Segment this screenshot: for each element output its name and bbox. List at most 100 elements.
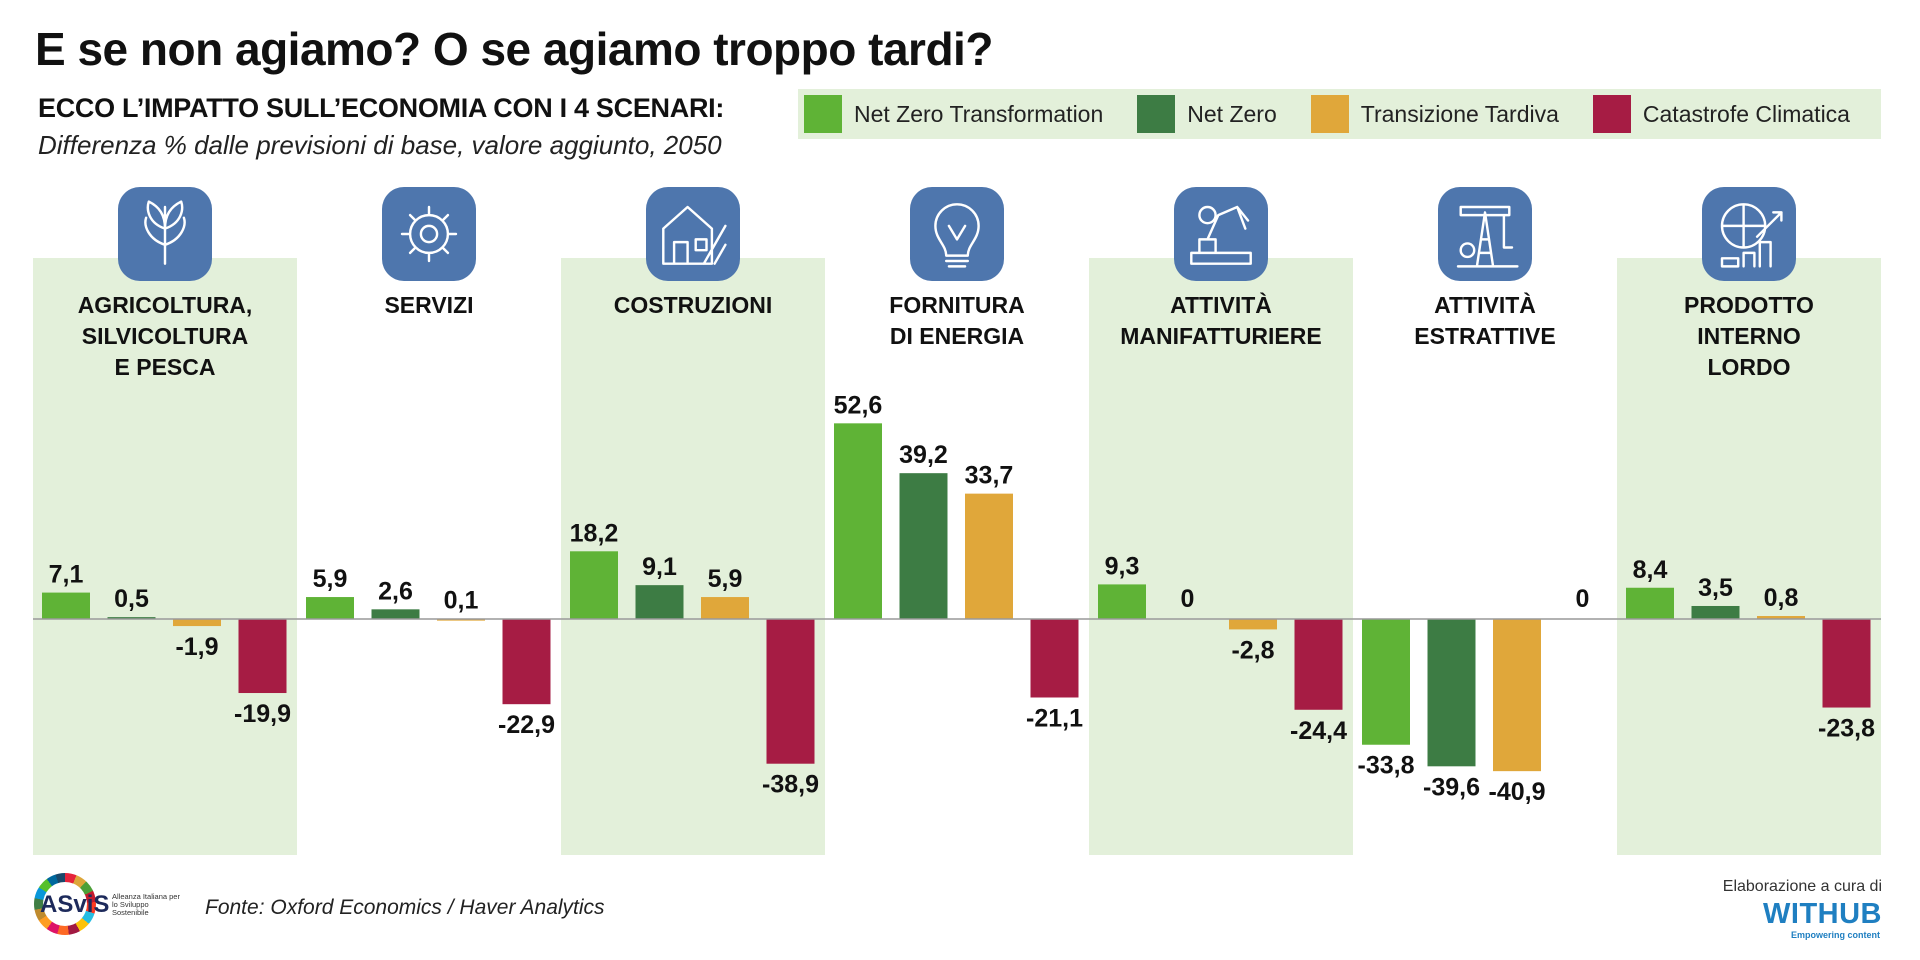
robot-arm-icon bbox=[1174, 187, 1268, 281]
icon-background bbox=[646, 187, 740, 281]
legend-label: Net Zero bbox=[1187, 100, 1277, 127]
bar bbox=[635, 585, 684, 619]
category-label: INTERNO bbox=[1697, 323, 1801, 349]
lightbulb-icon-glyph bbox=[934, 203, 980, 268]
legend-item-catastrofe-climatica: Catastrofe Climatica bbox=[1592, 95, 1850, 133]
data-label: -2,8 bbox=[1231, 636, 1274, 664]
data-label: -23,8 bbox=[1818, 715, 1875, 743]
category-label: PRODOTTO bbox=[1684, 292, 1814, 318]
category-panel bbox=[33, 258, 297, 855]
legend-swatch bbox=[1137, 95, 1176, 133]
source-note: Fonte: Oxford Economics / Haver Analytic… bbox=[205, 896, 605, 919]
category-label: E PESCA bbox=[115, 354, 216, 380]
sdg-ring-icon bbox=[34, 873, 96, 935]
data-label: 52,6 bbox=[834, 391, 883, 419]
bar bbox=[1362, 619, 1410, 745]
gear-icon bbox=[382, 187, 476, 281]
category-label: DI ENERGIA bbox=[890, 323, 1024, 349]
data-label: 9,1 bbox=[642, 553, 677, 581]
icon-background bbox=[382, 187, 476, 281]
asvis-logo-text: ASviS bbox=[40, 891, 110, 918]
bar bbox=[42, 592, 90, 619]
bar bbox=[1822, 619, 1871, 708]
legend-label: Net Zero Transformation bbox=[854, 100, 1104, 127]
data-label: -19,9 bbox=[234, 700, 291, 728]
data-label: 7,1 bbox=[49, 561, 84, 589]
data-label: -1,9 bbox=[175, 633, 218, 661]
bar bbox=[173, 619, 221, 627]
oil-pump-icon-glyph bbox=[1456, 205, 1519, 268]
lightbulb-icon bbox=[910, 187, 1004, 281]
house-building-icon-glyph bbox=[662, 205, 727, 265]
credit-caption: Elaborazione a cura di bbox=[1722, 878, 1882, 895]
category-label: COSTRUZIONI bbox=[614, 292, 772, 318]
legend-label: Catastrofe Climatica bbox=[1642, 100, 1850, 127]
data-label: 0 bbox=[1181, 585, 1195, 613]
category-label: MANIFATTURIERE bbox=[1120, 323, 1321, 349]
globe-growth-icon-glyph bbox=[1720, 203, 1783, 268]
data-label: 3,5 bbox=[1698, 574, 1733, 602]
data-label: 0 bbox=[1576, 585, 1590, 613]
withub-tagline: Empowering content bbox=[1790, 930, 1880, 940]
bar bbox=[899, 473, 948, 619]
chart-subtitle: ECCO L’IMPATTO SULL’ECONOMIA CON I 4 SCE… bbox=[38, 93, 725, 123]
legend-item-transizione-tardiva: Transizione Tardiva bbox=[1310, 95, 1559, 133]
icon-background bbox=[910, 187, 1004, 281]
legend-item-net-zero-transformation: Net Zero Transformation bbox=[804, 95, 1103, 133]
oil-pump-icon bbox=[1438, 187, 1532, 281]
category-label: FORNITURA bbox=[889, 292, 1024, 318]
category-label: LORDO bbox=[1707, 354, 1790, 380]
category-label: ESTRATTIVE bbox=[1414, 323, 1555, 349]
bar bbox=[701, 597, 749, 619]
data-label: -38,9 bbox=[762, 771, 819, 799]
data-label: 0,1 bbox=[444, 587, 479, 615]
category-label: SILVICOLTURA bbox=[82, 323, 249, 349]
data-label: 2,6 bbox=[378, 577, 413, 605]
gear-icon-glyph bbox=[400, 205, 458, 263]
bar bbox=[1691, 605, 1740, 619]
bar bbox=[1493, 619, 1541, 772]
category-label: AGRICOLTURA, bbox=[78, 292, 253, 318]
bar bbox=[1757, 616, 1805, 619]
bar bbox=[1098, 584, 1146, 619]
bar bbox=[1030, 619, 1079, 698]
chart-description: Differenza % dalle previsioni di base, v… bbox=[38, 130, 722, 160]
page-title: E se non agiamo? O se agiamo troppo tard… bbox=[35, 23, 993, 75]
wheat-icon bbox=[118, 187, 212, 281]
bar bbox=[965, 493, 1013, 619]
category-label: ATTIVITÀ bbox=[1170, 291, 1272, 318]
data-label: -21,1 bbox=[1026, 704, 1083, 732]
legend-swatch bbox=[804, 95, 842, 133]
data-label: -33,8 bbox=[1358, 752, 1415, 780]
category-panel bbox=[1617, 258, 1881, 855]
bar bbox=[1294, 619, 1343, 710]
bar bbox=[570, 551, 618, 619]
bar bbox=[1626, 587, 1674, 619]
bar bbox=[371, 609, 420, 619]
category-panel bbox=[1089, 258, 1353, 855]
legend-item-net-zero: Net Zero bbox=[1137, 95, 1277, 133]
bar bbox=[834, 423, 882, 619]
data-label: -39,6 bbox=[1423, 773, 1480, 801]
house-building-icon bbox=[646, 187, 740, 281]
globe-growth-icon bbox=[1702, 187, 1796, 281]
wheat-icon-glyph bbox=[144, 200, 186, 265]
robot-arm-icon-glyph bbox=[1190, 205, 1252, 265]
icon-background bbox=[1174, 187, 1268, 281]
data-label: 5,9 bbox=[313, 565, 348, 593]
asvis-logo: ASviS Alleanza Italiana per lo Sviluppo … bbox=[34, 873, 184, 939]
data-label: -24,4 bbox=[1290, 717, 1347, 745]
asvis-tagline: Alleanza Italiana per lo Sviluppo Sosten… bbox=[112, 892, 180, 917]
data-label: 0,5 bbox=[114, 585, 149, 613]
data-label: 39,2 bbox=[899, 441, 948, 469]
bar bbox=[502, 619, 551, 705]
legend-swatch bbox=[1592, 95, 1631, 133]
data-label: -22,9 bbox=[498, 711, 555, 739]
bar bbox=[238, 619, 287, 694]
data-label: -40,9 bbox=[1489, 778, 1546, 806]
bar bbox=[107, 617, 156, 620]
chart-legend: Net Zero Transformation Net Zero Transiz… bbox=[798, 89, 1881, 139]
bar bbox=[306, 597, 354, 619]
bar bbox=[1229, 619, 1277, 630]
category-label: ATTIVITÀ bbox=[1434, 291, 1536, 318]
